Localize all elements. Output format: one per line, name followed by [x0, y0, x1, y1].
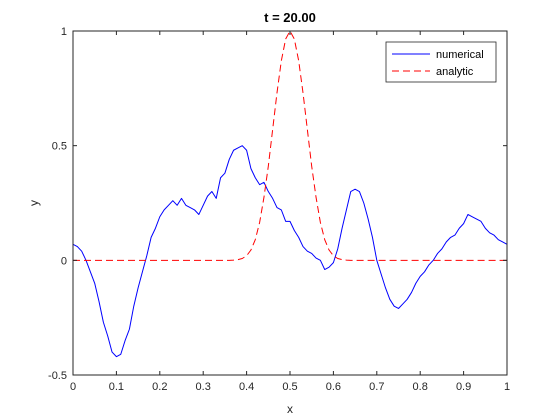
y-tick-label: 0 [61, 255, 67, 267]
y-tick-label: -0.5 [48, 370, 67, 382]
x-tick-label: 0.2 [152, 381, 167, 393]
x-tick-label: 1 [504, 381, 510, 393]
x-tick-label: 0.1 [109, 381, 124, 393]
x-tick-label: 0.3 [196, 381, 211, 393]
x-axis-label: x [287, 402, 293, 416]
series-line-numerical [72, 145, 508, 358]
y-tick-label: 1 [61, 26, 67, 38]
x-tick-label: 0 [70, 381, 76, 393]
legend-label-analytic: analytic [436, 66, 474, 78]
x-tick-label: 0.4 [239, 381, 254, 393]
y-axis-label: y [27, 200, 41, 206]
x-axis-ticks: 0 0.1 0.2 0.3 0.4 0.5 0.6 0.7 0.8 0.9 1 [70, 31, 510, 393]
x-tick-label: 0.7 [369, 381, 384, 393]
y-tick-label: 0.5 [52, 141, 67, 153]
y-axis-ticks: -0.5 0 0.5 1 [48, 26, 507, 382]
chart-title: t = 20.00 [264, 10, 316, 25]
plot-area [73, 31, 507, 375]
x-tick-label: 0.9 [456, 381, 471, 393]
legend-box [385, 41, 497, 83]
series-layer [72, 30, 508, 358]
x-tick-label: 0.5 [282, 381, 297, 393]
x-tick-label: 0.8 [413, 381, 428, 393]
x-tick-label: 0.6 [326, 381, 341, 393]
legend: numerical analytic [385, 41, 497, 83]
legend-label-numerical: numerical [436, 49, 484, 61]
